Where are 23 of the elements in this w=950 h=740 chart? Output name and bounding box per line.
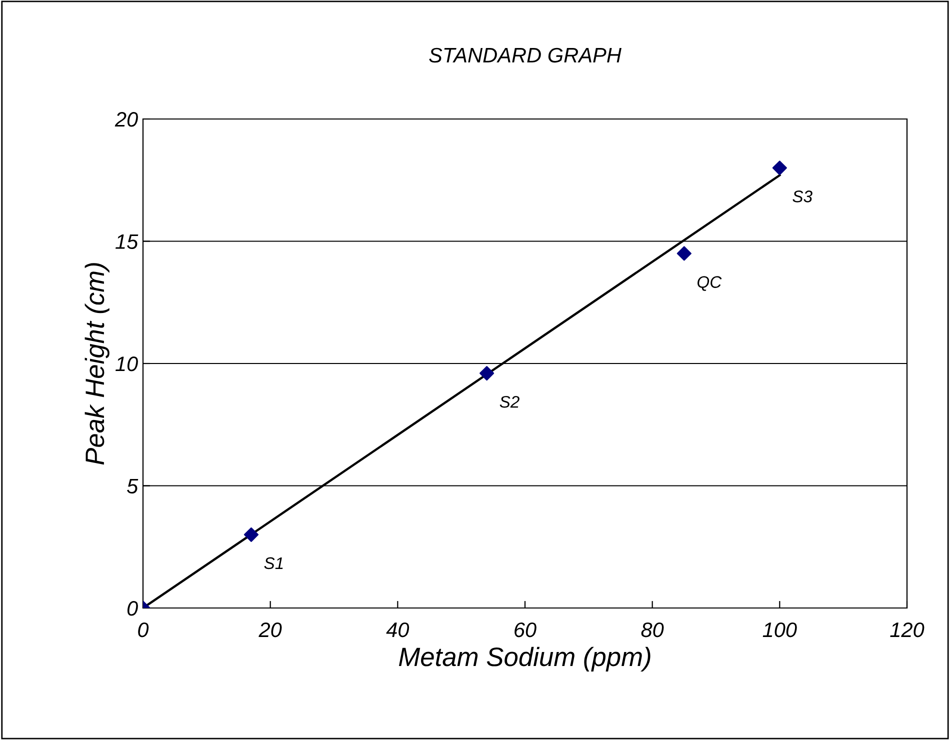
point [676,246,692,261]
x-axis-title: Metam Sodium (ppm) [398,646,650,672]
annotation: S3 [792,190,812,202]
y-tick-label: 0 [127,601,138,616]
y-tick-label: 20 [114,112,138,127]
x-tick-label: 20 [258,622,282,638]
x-tick-label: 80 [641,622,664,638]
annotation: QC [697,276,722,291]
y-tick-label: 15 [116,234,138,250]
chart-title: STANDARD GRAPH [429,48,622,63]
y-axis-title: Peak Height (cm) [84,263,110,465]
point [772,160,787,176]
y-tick-label: 5 [127,478,138,494]
annotation: S2 [500,396,520,408]
x-tick-label: 100 [762,622,797,638]
y-tick-label: 10 [116,356,138,372]
x-tick-label: 40 [386,622,410,638]
x-tick-label: 120 [890,622,924,638]
x-tick-label: 60 [514,622,536,638]
x-tick-label: 0 [138,622,149,638]
point [480,366,494,381]
point [244,527,259,542]
annotation: S1 [264,557,283,570]
